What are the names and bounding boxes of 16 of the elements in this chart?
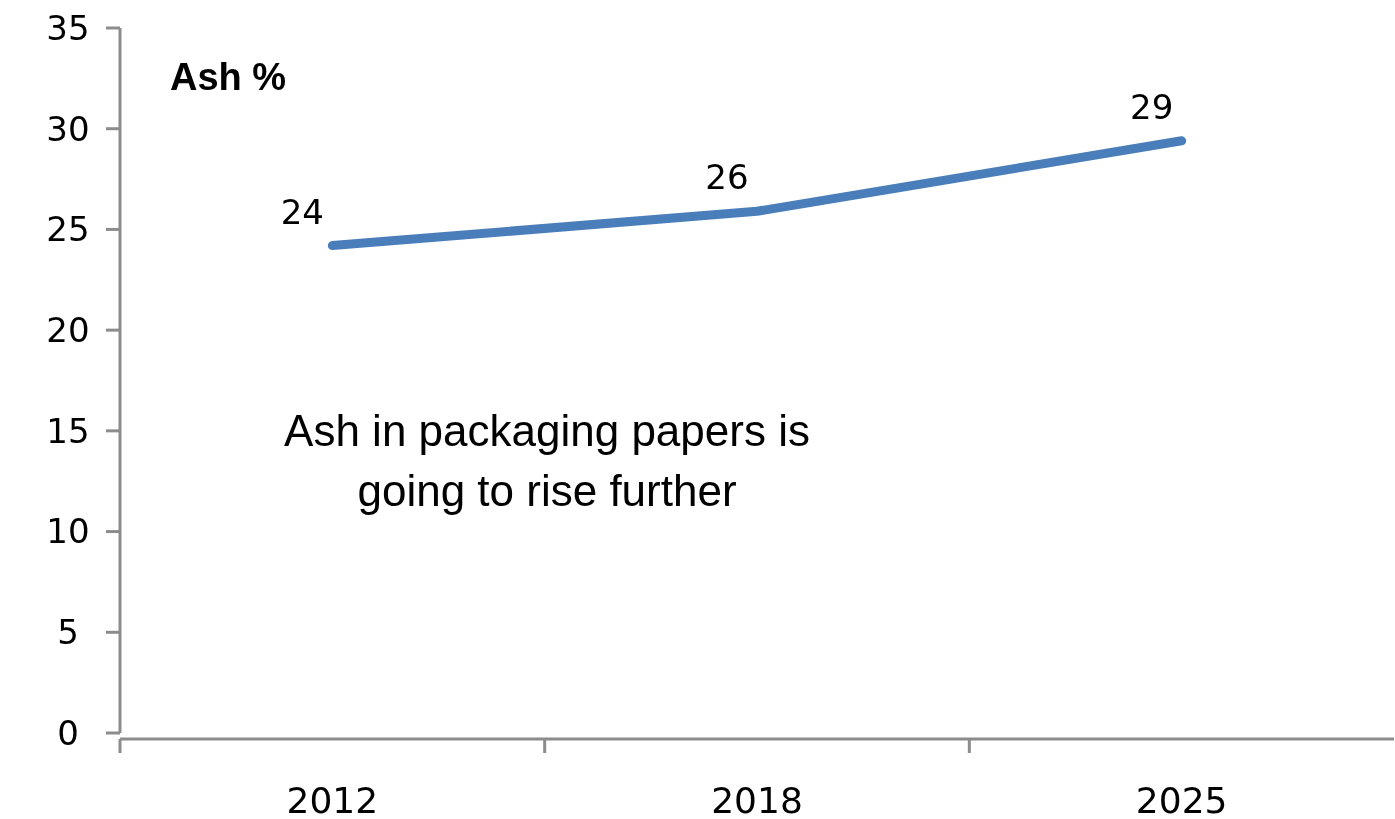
data-label: 24 xyxy=(280,191,324,232)
y-tick-label: 30 xyxy=(46,108,90,149)
text: Ash % xyxy=(170,56,287,98)
y-tick-label: 0 xyxy=(57,712,79,753)
x-tick-label: 2012 xyxy=(286,779,379,819)
data-label: 26 xyxy=(705,157,749,198)
x-tick-label: 2025 xyxy=(1135,779,1228,819)
y-tick-label: 10 xyxy=(46,511,90,552)
data-label: 29 xyxy=(1130,86,1174,127)
y-tick-label: 15 xyxy=(46,410,90,451)
y-tick-label: 5 xyxy=(57,612,79,653)
y-tick-label: 35 xyxy=(46,7,90,48)
x-tick-label: 2018 xyxy=(711,779,803,819)
y-tick-label: 25 xyxy=(46,209,90,250)
y-tick-label: 20 xyxy=(46,310,90,351)
annotation: Ash in packaging papers is going to rise further xyxy=(284,406,810,515)
